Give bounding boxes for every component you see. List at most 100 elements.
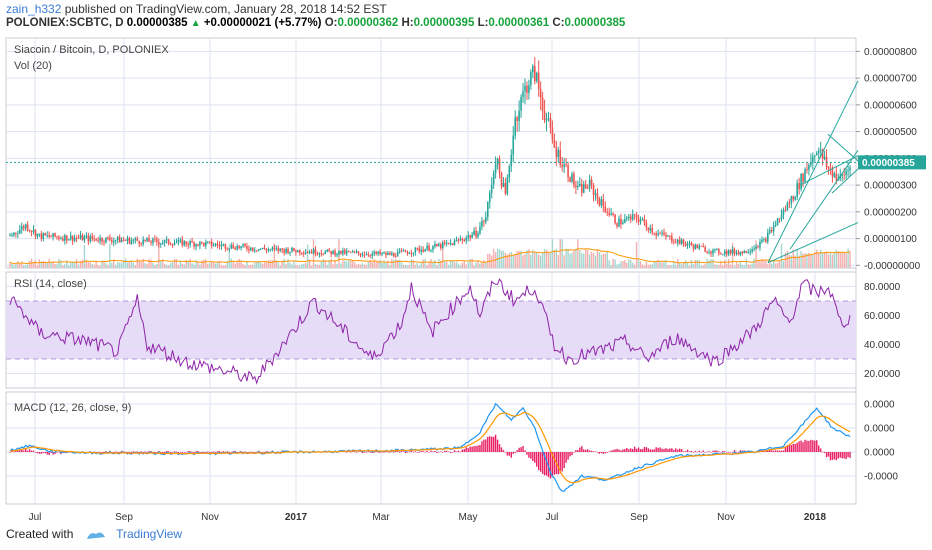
candle-body — [304, 252, 307, 254]
candle-body — [847, 170, 849, 171]
candle-body — [334, 250, 336, 256]
candle-body — [414, 247, 417, 253]
volume-bar — [257, 260, 260, 268]
candle-body — [112, 240, 115, 243]
macd-histogram-bar — [136, 451, 138, 453]
candle-body — [481, 221, 483, 227]
macd-histogram-bar — [541, 452, 544, 474]
candle-body — [418, 248, 421, 252]
volume-bar — [120, 262, 123, 268]
candle-body — [774, 225, 777, 226]
volume-bar — [406, 265, 409, 268]
volume-bar — [808, 252, 810, 268]
macd-histogram-bar — [224, 452, 227, 453]
macd-histogram-bar — [187, 451, 189, 452]
candle-body — [15, 233, 17, 234]
volume-bar — [85, 259, 88, 268]
candle-body — [252, 247, 254, 251]
volume-bar — [555, 248, 558, 268]
candle-body — [175, 242, 178, 244]
candle-body — [83, 236, 86, 241]
macd-histogram-bar — [565, 452, 567, 463]
volume-bar — [763, 259, 765, 268]
close-label: C: — [552, 17, 565, 29]
volume-bar — [375, 262, 377, 268]
volume-bar — [539, 255, 542, 268]
macd-histogram-bar — [661, 448, 663, 452]
candle-body — [688, 243, 691, 245]
macd-histogram-bar — [798, 441, 800, 452]
volume-bar — [831, 254, 834, 268]
volume-bar — [751, 263, 753, 268]
chart-canvas[interactable]: Jul Sep Nov 2017 Mar May Jul Sep Nov 2018 0.000008… — [0, 34, 932, 522]
volume-bar — [810, 253, 812, 268]
candle-body — [126, 238, 129, 241]
volume-bar — [543, 248, 546, 268]
candle-body — [835, 173, 838, 181]
high-label: H: — [401, 17, 414, 29]
macd-histogram-bar — [630, 448, 632, 452]
volume-bar — [622, 260, 624, 268]
volume-bar — [306, 244, 309, 268]
candle-body — [77, 237, 80, 239]
volume-bar — [663, 260, 665, 268]
candle-body — [242, 244, 244, 247]
candle-body — [698, 245, 701, 249]
macd-histogram-bar — [718, 451, 720, 452]
candle-body — [651, 227, 654, 233]
candle-body — [831, 168, 834, 177]
candle-body — [220, 244, 223, 247]
volume-bar — [400, 262, 403, 268]
volume-bar — [124, 258, 127, 268]
candle-body — [680, 239, 683, 244]
volume-bar — [682, 262, 685, 268]
candle-body — [302, 253, 305, 254]
volume-bar — [467, 262, 469, 268]
candle-body — [312, 249, 315, 254]
candle-body — [530, 71, 532, 86]
y-tick-label: 0.00000200 — [864, 207, 917, 218]
volume-bar — [361, 263, 364, 268]
volume-bar — [156, 263, 158, 268]
volume-bar — [183, 264, 185, 268]
candle-body — [469, 235, 471, 238]
author-link[interactable]: zain_h332 — [6, 2, 62, 16]
volume-bar — [365, 265, 368, 268]
macd-histogram-bar — [684, 451, 687, 452]
volume-bar — [212, 262, 215, 268]
candle-body — [526, 85, 528, 93]
volume-bar — [38, 259, 41, 268]
candle-body — [712, 249, 714, 254]
candle-body — [588, 179, 591, 189]
macd-histogram-bar — [485, 439, 487, 452]
candle-body — [18, 229, 21, 234]
volume-bar — [553, 250, 556, 268]
volume-bar — [653, 261, 655, 268]
candle-body — [812, 156, 814, 163]
candle-body — [183, 241, 186, 246]
volume-ma-line — [9, 248, 851, 265]
volume-bar — [567, 249, 569, 268]
macd-histogram-bar — [500, 447, 503, 452]
candle-body — [661, 232, 663, 234]
candle-body — [819, 149, 822, 151]
candle-body — [107, 237, 109, 239]
candle-body — [504, 182, 507, 194]
candle-body — [406, 252, 409, 254]
macd-histogram-bar — [267, 451, 270, 453]
macd-histogram-bar — [575, 450, 577, 452]
macd-histogram-bar — [823, 452, 826, 454]
candle-body — [539, 88, 542, 98]
volume-bar — [845, 252, 847, 268]
macd-histogram-bar — [794, 443, 796, 452]
macd-histogram-bar — [189, 451, 191, 452]
macd-histogram-bar — [201, 451, 203, 453]
candle-body — [11, 235, 13, 236]
candle-body — [577, 185, 579, 188]
candle-body — [150, 241, 152, 243]
macd-histogram-bar — [694, 450, 697, 452]
volume-bar — [291, 264, 293, 268]
tradingview-brand[interactable]: TradingView — [116, 527, 183, 541]
volume-bar — [128, 261, 131, 268]
published-text: published on TradingView.com, January 28… — [64, 2, 387, 16]
